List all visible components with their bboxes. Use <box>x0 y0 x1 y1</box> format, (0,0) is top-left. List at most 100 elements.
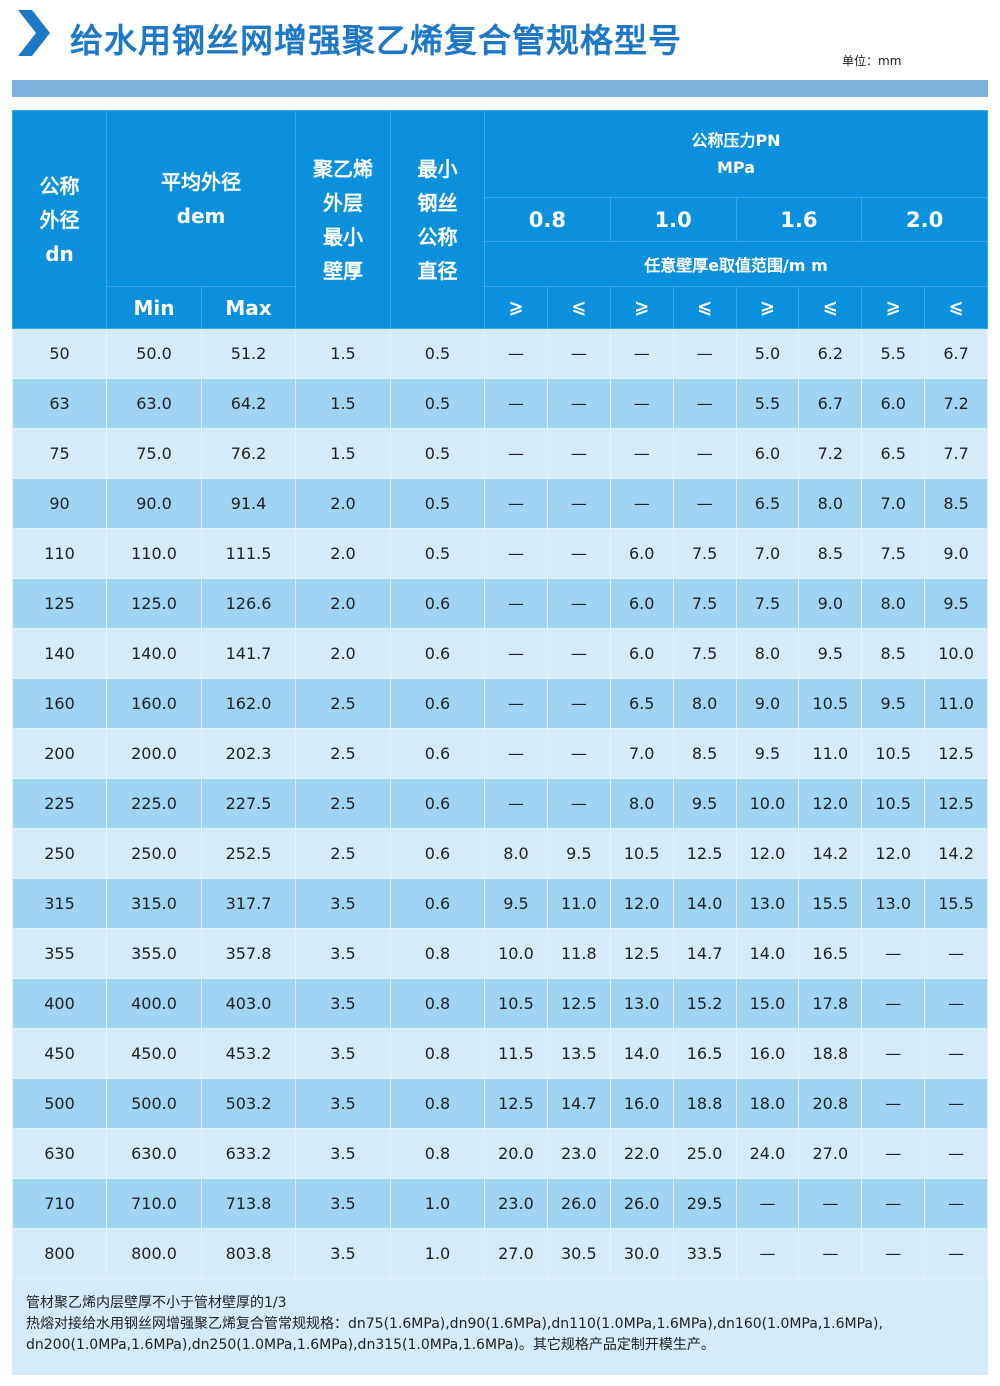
table-cell: — <box>924 1228 988 1279</box>
table-cell: 14.0 <box>735 928 800 979</box>
table-row: 160 160.0 162.0 2.5 0.6— —6.5 8.0 9.0 10.5 9.5 11.… <box>12 678 988 729</box>
table-cell: 0.8 <box>390 1078 485 1129</box>
chevron-right-icon <box>18 10 50 56</box>
table-cell: — <box>924 928 988 979</box>
table-cell: 18.8 <box>798 1028 863 1079</box>
table-cell: 0.5 <box>390 428 485 479</box>
header-le: ⩽ <box>924 286 988 329</box>
table-cell: 8.0 <box>609 778 674 829</box>
table-cell: 10.5 <box>798 678 863 729</box>
table-row: 90 90.0 91.4 2.0 0.5— — — —6.5 8.0 7.0 8.5 <box>12 478 988 529</box>
table-cell: 14.7 <box>546 1078 611 1129</box>
table-cell: 140.0 <box>106 628 202 679</box>
table-row: 800 800.0 803.8 3.5 1.0 27.0 30.5 30.0 33.5— — — — <box>12 1228 988 1279</box>
table-cell: 225 <box>12 778 107 829</box>
table-cell: 9.5 <box>484 878 548 929</box>
table-cell: — <box>484 478 548 529</box>
table-cell: 1.5 <box>295 328 391 379</box>
table-cell: 12.5 <box>672 828 737 879</box>
table-cell: 8.5 <box>672 728 737 779</box>
table-cell: — <box>609 478 674 529</box>
table-cell: 12.5 <box>484 1078 548 1129</box>
table-cell: — <box>924 978 988 1029</box>
table-cell: 63.0 <box>106 378 202 429</box>
table-cell: 64.2 <box>201 378 296 429</box>
table-row: 140 140.0 141.7 2.0 0.6— —6.0 7.5 8.0 9.5 8.5 10.0 <box>12 628 988 679</box>
table-cell: 12.5 <box>924 778 988 829</box>
table-cell: 14.2 <box>924 828 988 879</box>
table-cell: 7.0 <box>735 528 800 579</box>
header-le: ⩽ <box>546 286 611 329</box>
table-cell: 162.0 <box>201 678 296 729</box>
table-cell: — <box>672 478 737 529</box>
table-cell: 12.0 <box>798 778 863 829</box>
header-pn-value: 1.6 <box>735 197 863 242</box>
table-cell: 630.0 <box>106 1128 202 1179</box>
table-cell: 14.0 <box>672 878 737 929</box>
table-cell: 0.6 <box>390 578 485 629</box>
table-cell: 7.5 <box>672 528 737 579</box>
table-cell: 3.5 <box>295 878 391 929</box>
table-cell: 3.5 <box>295 1178 391 1229</box>
table-cell: 12.0 <box>609 878 674 929</box>
table-cell: 63 <box>12 378 107 429</box>
table-cell: — <box>546 778 611 829</box>
table-cell: 5.5 <box>735 378 800 429</box>
table-cell: 12.5 <box>924 728 988 779</box>
table-cell: 17.8 <box>798 978 863 1029</box>
table-cell: — <box>672 378 737 429</box>
table-cell: — <box>672 328 737 379</box>
table-cell: 160 <box>12 678 107 729</box>
table-cell: 16.5 <box>798 928 863 979</box>
header-dn: 公称 外径 dn <box>12 110 107 329</box>
table-row: 400 400.0 403.0 3.5 0.8 10.5 12.5 13.0 15.2 15.0 1… <box>12 978 988 1029</box>
table-cell: 16.0 <box>609 1078 674 1129</box>
table-cell: 50 <box>12 328 107 379</box>
table-cell: 50.0 <box>106 328 202 379</box>
table-cell: — <box>924 1028 988 1079</box>
table-cell: 12.5 <box>609 928 674 979</box>
table-cell: 6.5 <box>609 678 674 729</box>
table-cell: 9.5 <box>672 778 737 829</box>
table-cell: 12.0 <box>861 828 926 879</box>
table-row: 63 63.0 64.2 1.5 0.5— — — —5.5 6.7 6.0 7.2 <box>12 378 988 429</box>
table-cell: 140 <box>12 628 107 679</box>
table-cell: 713.8 <box>201 1178 296 1229</box>
table-cell: 11.8 <box>546 928 611 979</box>
table-cell: 1.0 <box>390 1178 485 1229</box>
table-row: 110 110.0 111.5 2.0 0.5— —6.0 7.5 7.0 8.5 7.5 9.0 <box>12 528 988 579</box>
header-pn-value: 1.0 <box>609 197 737 242</box>
table-cell: 8.0 <box>484 828 548 879</box>
table-cell: 400.0 <box>106 978 202 1029</box>
table-cell: 125.0 <box>106 578 202 629</box>
table-cell: 29.5 <box>672 1178 737 1229</box>
table-cell: 25.0 <box>672 1128 737 1179</box>
table-cell: 26.0 <box>609 1178 674 1229</box>
table-cell: 0.5 <box>390 478 485 529</box>
table-cell: 110 <box>12 528 107 579</box>
table-cell: 3.5 <box>295 1028 391 1079</box>
table-row: 75 75.0 76.2 1.5 0.5— — — —6.0 7.2 6.5 7.7 <box>12 428 988 479</box>
table-cell: 1.5 <box>295 428 391 479</box>
table-cell: 8.5 <box>924 478 988 529</box>
table-cell: 8.5 <box>861 628 926 679</box>
table-row: 630 630.0 633.2 3.5 0.8 20.0 23.0 22.0 25.0 24.0 2… <box>12 1128 988 1179</box>
table-cell: 200.0 <box>106 728 202 779</box>
table-cell: 2.0 <box>295 478 391 529</box>
table-cell: — <box>484 578 548 629</box>
table-cell: 27.0 <box>484 1228 548 1279</box>
table-cell: 500 <box>12 1078 107 1129</box>
table-cell: 7.2 <box>798 428 863 479</box>
table-cell: 12.5 <box>546 978 611 1029</box>
table-cell: 2.0 <box>295 578 391 629</box>
table-cell: 126.6 <box>201 578 296 629</box>
table-cell: 315.0 <box>106 878 202 929</box>
table-cell: — <box>735 1228 800 1279</box>
table-cell: — <box>609 378 674 429</box>
table-cell: 33.5 <box>672 1228 737 1279</box>
table-cell: — <box>484 728 548 779</box>
table-cell: 23.0 <box>484 1178 548 1229</box>
table-cell: 3.5 <box>295 1078 391 1129</box>
table-cell: 450 <box>12 1028 107 1079</box>
header-pn-value: 0.8 <box>484 197 611 242</box>
